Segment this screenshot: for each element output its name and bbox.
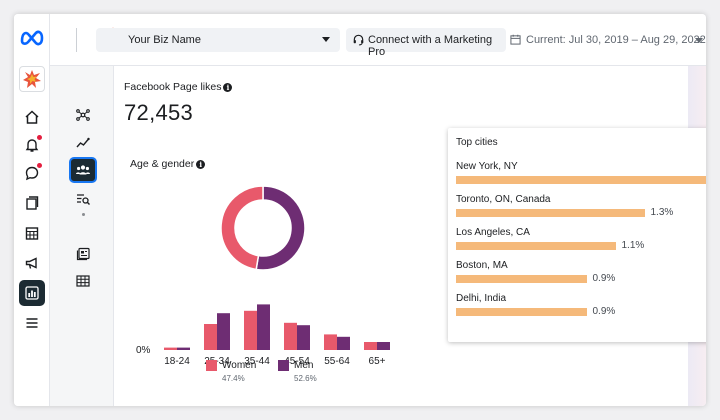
x-tick-label: 25-34 [204,356,230,367]
divider [76,28,77,52]
city-bar [456,242,616,250]
page-likes-title-text: Facebook Page likes [124,81,222,93]
city-name: Boston, MA [456,260,508,271]
meta-logo[interactable] [19,27,45,47]
top-bar: Your Biz Name Connect with a Marketing P… [50,14,706,66]
insights-icon[interactable] [19,280,45,306]
x-tick-label: 35-44 [244,356,270,367]
content-search-icon[interactable] [69,186,97,212]
left-navigation-rail [14,14,50,406]
age-gender-title-text: Age & gender [130,158,195,170]
date-range-selector[interactable]: Current: Jul 30, 2019 – Aug 29, 2022 [510,28,706,52]
city-value: 0.9% [592,273,616,284]
calendar-icon [510,34,521,48]
city-value: 1.1% [621,240,645,251]
info-icon[interactable]: i [196,160,206,169]
top-cities-title: Top cities [456,137,498,148]
legend-pct-women: 47.4% [222,374,245,383]
donut-slice-men [255,185,306,271]
bar-men-18-24 [177,347,190,350]
reports-icon[interactable] [69,240,97,266]
bar-women-35-44 [244,310,257,350]
table-icon[interactable] [69,268,97,294]
chevron-down-icon [322,37,330,42]
business-avatar[interactable] [19,66,45,92]
bar-women-25-34 [204,324,217,350]
trends-icon[interactable] [69,130,97,156]
legend-pct-men: 52.6% [294,374,317,383]
overview-icon[interactable] [69,102,97,128]
bar-women-45-54 [284,322,297,350]
bar-men-55-64 [337,336,350,350]
city-bar [456,209,645,217]
main-content: Facebook Page likes i 72,453 Age & gender… [114,66,706,406]
chevron-down-icon [695,38,703,43]
donut-slice-women [220,185,264,271]
insights-sub-navigation [50,66,114,406]
x-tick-label: 18-24 [164,356,190,367]
city-name: Toronto, ON, Canada [456,194,551,205]
business-selector[interactable]: Your Biz Name [96,28,340,52]
city-name: Los Angeles, CA [456,227,530,238]
bar-women-18-24 [164,347,177,350]
megaphone-icon[interactable] [19,250,45,276]
bar-men-25-34 [217,313,230,350]
city-bar [456,176,706,184]
headset-icon [352,33,365,49]
legend-label-men: Men [294,360,314,371]
city-name: Delhi, India [456,293,507,304]
menu-icon[interactable] [19,310,45,336]
x-tick-label: 45-54 [284,356,310,367]
bar-women-65+ [364,342,377,350]
legend-swatch-women [206,360,217,371]
chat-badge [37,163,42,168]
page-likes-title: Facebook Page likes i [124,81,233,93]
bar-men-35-44 [257,304,270,350]
bar-women-55-64 [324,334,337,350]
connect-label: Connect with a Marketing Pro [368,34,493,58]
city-value: 0.9% [592,306,616,317]
age-gender-title: Age & gender i [130,158,206,170]
legend-label-women: Women [222,360,257,371]
age-gender-chart: 0% 18-24 25-34 35-44 45-54 55-64 65+ [136,185,390,367]
home-icon[interactable] [19,104,45,130]
top-cities-card: Top cities New York, NY2%Toronto, ON, Ca… [448,128,706,342]
bar-men-45-54 [297,325,310,350]
y-axis-zero-label: 0% [136,345,151,356]
city-bar [456,308,587,316]
chat-icon[interactable] [19,160,45,186]
city-value: 1.3% [650,207,674,218]
connect-marketing-pro-button[interactable]: Connect with a Marketing Pro [346,28,506,58]
audience-icon[interactable] [69,157,97,183]
posts-icon[interactable] [19,190,45,216]
x-tick-label: 55-64 [324,356,350,367]
notifications-icon[interactable] [19,132,45,158]
date-range-label: Current: Jul 30, 2019 – Aug 29, 2022 [526,34,706,46]
separator-dot [82,213,85,216]
notification-badge [37,135,42,140]
city-bar [456,275,587,283]
calendar-icon[interactable] [19,220,45,246]
business-name: Your Biz Name [128,34,201,46]
city-name: New York, NY [456,161,518,172]
x-tick-label: 65+ [369,356,386,367]
app-window: Your Biz Name Connect with a Marketing P… [14,14,706,406]
info-icon[interactable]: i [223,83,233,92]
page-likes-value: 72,453 [124,100,194,125]
bar-men-65+ [377,342,390,350]
legend-swatch-men [278,360,289,371]
